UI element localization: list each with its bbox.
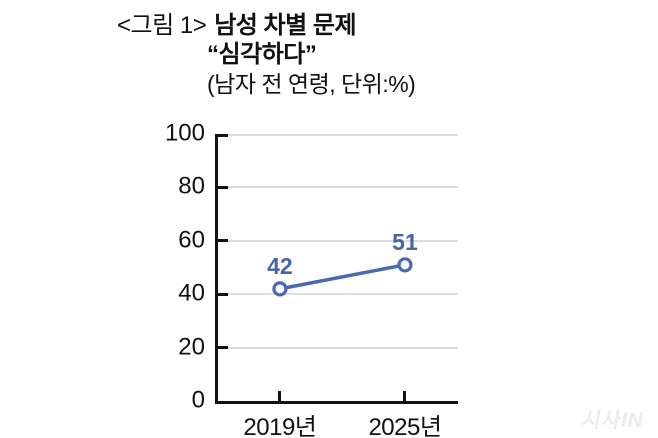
data-label-2019년: 42: [267, 252, 293, 279]
y-tick-mark: [218, 185, 228, 189]
y-axis-label-60: 60: [178, 226, 205, 254]
y-axis-label-0: 0: [191, 386, 205, 414]
x-axis-label-2: 2025년: [368, 414, 442, 438]
gridline-y-20: [218, 346, 458, 349]
data-point-marker: [397, 257, 413, 273]
x-tick-mark: [403, 391, 407, 401]
y-tick-mark: [218, 134, 228, 137]
gridline-y-80: [218, 186, 458, 189]
y-tick-mark: [218, 346, 228, 350]
x-axis-label-1: 2019년: [243, 414, 317, 438]
watermark-logo: 시사IN: [579, 409, 646, 432]
data-label-2025년: 51: [392, 228, 418, 255]
gridline-y-100: [218, 134, 458, 136]
x-tick-mark: [278, 391, 282, 401]
data-point-marker: [272, 281, 288, 297]
chart-subtitle: (남자 전 연령, 단위:%): [207, 71, 416, 97]
gridline-y-40: [218, 293, 458, 296]
figure-title-line2: “심각하다”: [207, 41, 317, 68]
y-tick-mark: [218, 292, 228, 296]
y-axis-label-100: 100: [164, 119, 205, 147]
y-axis-label-80: 80: [178, 172, 205, 200]
trend-line: [279, 263, 406, 291]
line-chart-svg: [272, 257, 413, 297]
gridline-y-60: [218, 239, 458, 242]
plot-area: [215, 134, 458, 404]
y-axis-label-20: 20: [178, 333, 205, 361]
y-tick-mark: [218, 239, 228, 243]
figure-number-label: <그림 1>: [117, 12, 207, 39]
figure-title-line1: <그림 1> 남성 차별 문제: [117, 5, 357, 40]
title-text: 남성 차별 문제: [214, 12, 357, 39]
y-axis-label-40: 40: [178, 279, 205, 307]
